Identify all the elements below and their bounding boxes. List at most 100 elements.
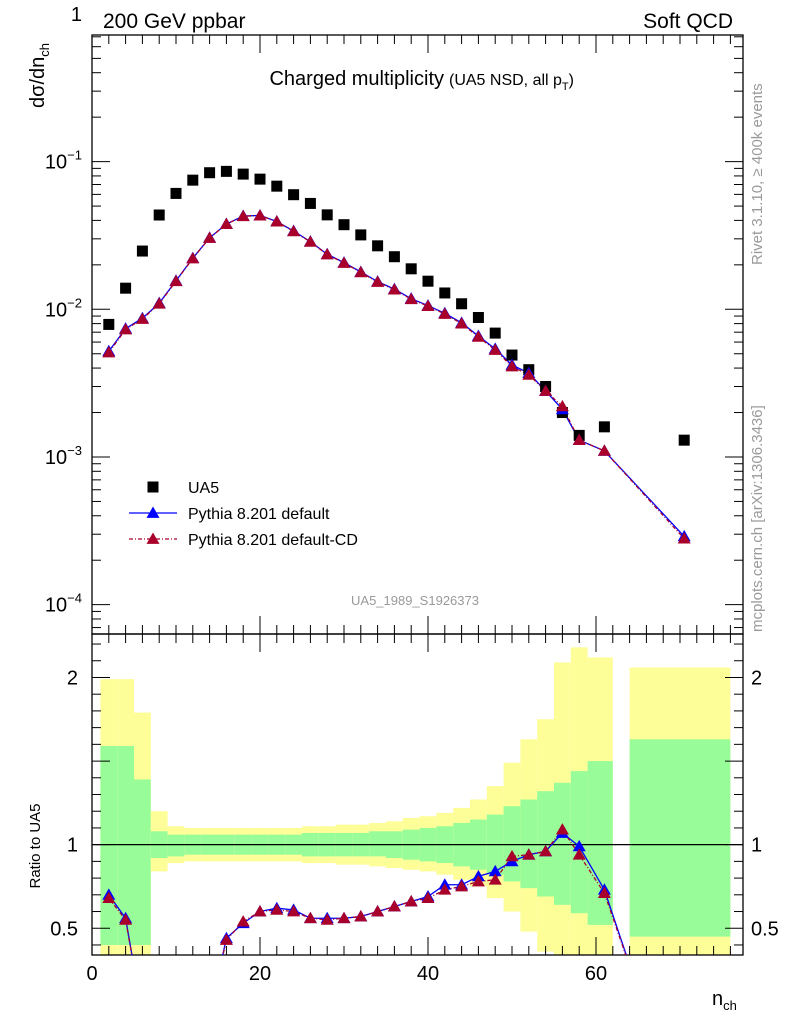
ratio-pythia-8-201-default-cd-point — [253, 905, 267, 917]
main-y-tick-exponent: −1 — [67, 148, 82, 163]
ratio-y-tick-label-left: 0.5 — [50, 918, 78, 940]
legend-marker — [146, 506, 160, 518]
ratio-pythia-8-201-default-cd-segment — [561, 829, 580, 856]
ratio-x-tick-label: 0 — [86, 963, 97, 985]
ratio-pythia-8-201-default-segment — [124, 918, 133, 955]
ua5-point — [472, 311, 484, 323]
ua5-point — [103, 318, 115, 330]
stat-uncertainty-band — [520, 799, 538, 889]
ratio-pythia-8-201-default-cd-point — [287, 905, 301, 917]
ratio-y-tick-label-right: 0.5 — [751, 918, 779, 940]
ratio-pythia-8-201-default-cd-point — [421, 891, 435, 904]
main-y-tick-label: 10−3 — [45, 443, 82, 469]
ua5-point — [304, 197, 316, 209]
ratio-pythia-8-201-default-cd-point — [455, 879, 469, 892]
pythia-8-201-default-cd-point — [522, 368, 536, 380]
ratio-x-axis-label: nch — [712, 988, 737, 1013]
pythia-8-201-default-cd-point — [135, 312, 149, 324]
stat-uncertainty-band — [537, 791, 554, 897]
pythia-8-201-default-cd-point — [236, 209, 250, 222]
pythia-8-201-default-cd-point — [203, 231, 217, 243]
ua5-point — [405, 263, 417, 275]
ratio-pythia-8-201-default-cd-point — [270, 903, 284, 915]
pythia-8-201-default-cd-point — [421, 299, 435, 312]
ratio-pythia-8-201-default-segment — [578, 846, 605, 891]
pythia-8-201-default-cd-point — [270, 215, 284, 227]
ratio-pythia-8-201-default-cd-point — [354, 910, 368, 922]
stat-uncertainty-band — [369, 831, 386, 857]
ua5-point — [136, 245, 148, 257]
pythia-8-201-default-cd-point — [119, 322, 133, 335]
ratio-pythia-8-201-default-cd-point — [488, 873, 502, 885]
pythia-8-201-default-cd-point — [253, 209, 267, 221]
main-y-axis-label: dσ/dnch — [27, 43, 52, 108]
ratio-pythia-8-201-default-cd-point — [522, 848, 536, 860]
ratio-y-tick-label-left: 1 — [67, 835, 78, 857]
pythia-8-201-default-cd-point — [455, 317, 469, 329]
legend-label: Pythia 8.201 default-CD — [188, 532, 358, 549]
ratio-pythia-8-201-default-cd-segment — [578, 854, 605, 894]
uncertainty-bands — [100, 647, 731, 955]
ratio-x-tick-label: 40 — [417, 963, 439, 985]
ua5-point — [489, 327, 501, 339]
header-left-label: 200 GeV ppbar — [103, 10, 245, 33]
pythia-8-201-default-cd-point — [186, 251, 200, 264]
ratio-pythia-8-201-default-cd-segment — [222, 939, 228, 955]
pythia-8-201-default-cd-point — [677, 532, 691, 544]
ratio-pythia-8-201-default-cd-point — [219, 933, 233, 945]
ratio-pythia-8-201-default-cd-point — [337, 911, 351, 924]
ua5-point — [422, 275, 434, 287]
ua5-point — [338, 219, 350, 231]
legend: UA5 Pythia 8.201 default Pythia 8.201 defa… — [129, 480, 358, 549]
main-y-tick-label: 10−4 — [45, 591, 82, 617]
pythia-8-201-default-cd-point — [354, 265, 368, 278]
main-y-tick-exponent: −4 — [67, 591, 82, 606]
ua5-point — [388, 251, 400, 263]
ua5-point — [372, 240, 384, 252]
main-y-tick-base: 10 — [45, 595, 67, 617]
legend-marker — [146, 532, 160, 544]
stat-uncertainty-band — [117, 746, 134, 945]
ratio-pythia-8-201-default-point — [572, 839, 586, 852]
pythia-8-201-default-cd-point — [572, 433, 586, 446]
ratio-pythia-8-201-default-cd-point — [572, 848, 586, 860]
pythia-8-201-default-cd-point — [152, 297, 166, 309]
ua5-point — [678, 434, 690, 446]
ratio-pythia-8-201-default-cd-point — [102, 891, 116, 904]
stat-uncertainty-band — [554, 782, 571, 905]
stat-uncertainty-band — [167, 834, 185, 857]
ratio-pythia-8-201-default-cd-point — [303, 911, 317, 924]
pythia-8-201-default-cd-point — [102, 345, 116, 358]
legend-marker-ua5 — [147, 481, 159, 493]
ua5-point — [187, 174, 199, 186]
main-y-tick-label: 10−2 — [45, 295, 82, 321]
ratio-y-tick-label-right: 2 — [751, 667, 762, 689]
source-url-label: mcplots.cern.ch [arXiv:1306.3436] — [749, 405, 766, 632]
ratio-pythia-8-201-default-cd-point — [505, 849, 519, 862]
ua5-point — [271, 180, 283, 192]
ua5-point — [598, 421, 610, 433]
pythia-8-201-default-cd-point — [555, 399, 569, 412]
ua5-point — [288, 189, 300, 201]
ua5-point — [170, 187, 182, 199]
main-y-tick-base: 10 — [45, 299, 67, 321]
stat-uncertainty-band — [100, 746, 118, 945]
ratio-pythia-8-201-default-cd-point — [597, 886, 611, 899]
ratio-pythia-8-201-default-cd-point — [438, 883, 452, 895]
ua5-point — [355, 229, 367, 241]
ratio-pythia-8-201-default-cd-segment — [242, 910, 261, 923]
ratio-pythia-8-201-default-cd-point — [387, 900, 401, 912]
analysis-watermark: UA5_1989_S1926373 — [351, 593, 479, 608]
ratio-y-tick-label-right: 1 — [751, 835, 762, 857]
rivet-version-label: Rivet 3.1.10, ≥ 400k events — [749, 83, 766, 265]
main-y-tick-exponent: −2 — [67, 295, 82, 310]
ua5-point — [439, 287, 451, 299]
ratio-y-tick-label-left: 2 — [67, 667, 78, 689]
pythia-8-201-default-cd-point — [337, 256, 351, 268]
pythia-8-201-default-cd-point — [387, 283, 401, 295]
ratio-series-markers — [102, 823, 611, 945]
axis-ticks: 110−110−210−310−40 20 40 602 21 10.5 0.5 — [45, 4, 779, 985]
ratio-pythia-8-201-default-cd-point — [119, 913, 133, 925]
stat-uncertainty-band — [503, 806, 521, 882]
